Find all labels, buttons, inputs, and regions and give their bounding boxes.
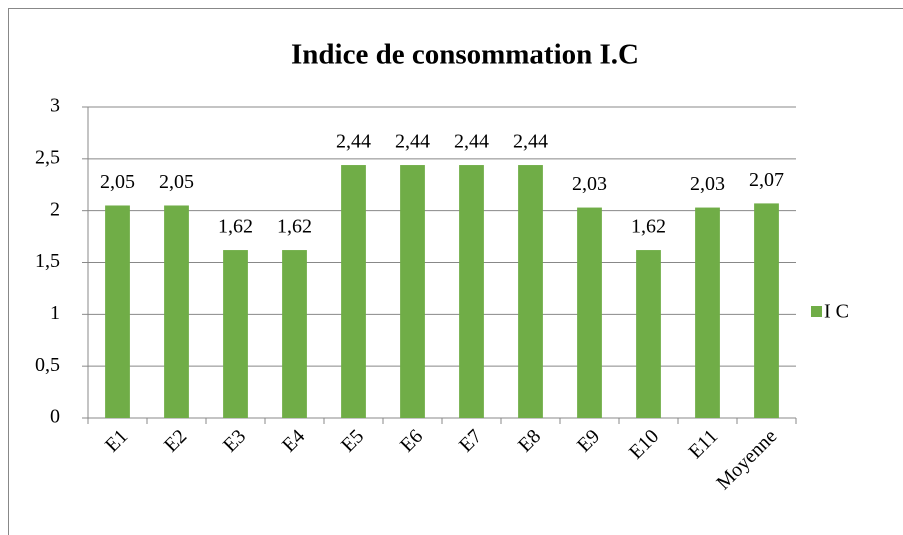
value-label: 2,44 xyxy=(395,131,430,153)
value-label: 2,05 xyxy=(100,171,135,193)
y-tick-label: 0 xyxy=(50,406,60,428)
bar xyxy=(518,165,543,418)
bar xyxy=(459,165,484,418)
chart-title: Indice de consommation I.C xyxy=(291,39,639,71)
value-label: 2,07 xyxy=(749,169,784,191)
bar xyxy=(341,165,366,418)
bar xyxy=(223,250,248,418)
value-label: 1,62 xyxy=(631,216,666,238)
y-tick-label: 3 xyxy=(50,95,60,117)
y-tick-label: 1,5 xyxy=(35,250,60,272)
chart-border xyxy=(8,8,903,535)
value-label: 2,44 xyxy=(336,131,371,153)
value-label: 2,03 xyxy=(572,173,607,195)
legend-label: I C xyxy=(824,301,849,323)
value-label: 1,62 xyxy=(218,216,253,238)
bar xyxy=(164,205,189,418)
bar xyxy=(636,250,661,418)
y-tick-label: 0,5 xyxy=(35,354,60,376)
bar xyxy=(754,203,779,418)
y-tick-label: 2,5 xyxy=(35,146,60,168)
bar xyxy=(577,207,602,418)
bar xyxy=(400,165,425,418)
value-label: 1,62 xyxy=(277,216,312,238)
bar xyxy=(695,207,720,418)
legend-swatch xyxy=(811,306,822,317)
bar xyxy=(105,205,130,418)
value-label: 2,05 xyxy=(159,171,194,193)
value-label: 2,03 xyxy=(690,173,725,195)
bar xyxy=(282,250,307,418)
value-label: 2,44 xyxy=(513,131,548,153)
y-tick-label: 1 xyxy=(50,302,60,324)
y-tick-label: 2 xyxy=(50,198,60,220)
value-label: 2,44 xyxy=(454,131,489,153)
